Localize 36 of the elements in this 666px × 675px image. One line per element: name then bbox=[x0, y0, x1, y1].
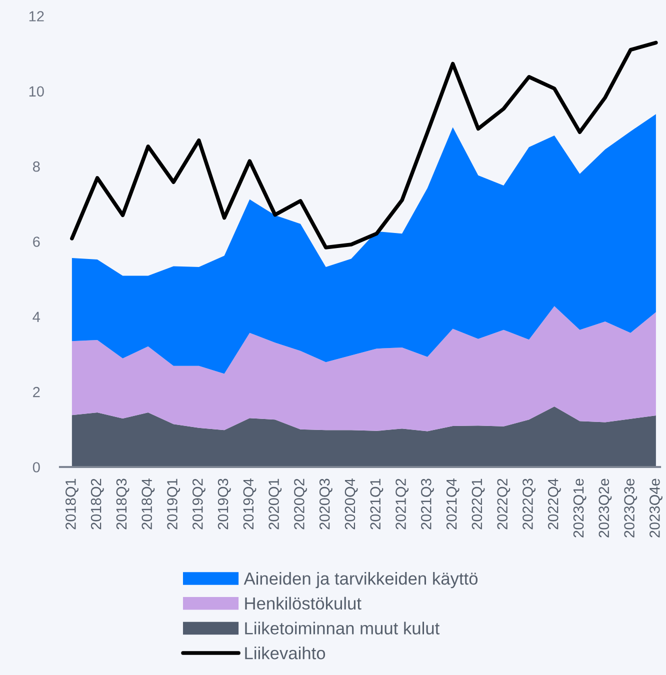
legend-label: Henkilöstökulut bbox=[245, 596, 362, 610]
y-tick-label: 6 bbox=[33, 236, 40, 247]
legend-label: Aineiden ja tarvikkeiden käyttö bbox=[244, 572, 478, 588]
x-tick-label: 2021Q2 bbox=[396, 478, 409, 530]
x-tick-label: 2020Q4 bbox=[344, 478, 358, 530]
x-tick-label: 2022Q1 bbox=[472, 478, 485, 530]
legend-label: Liikevaihto bbox=[245, 646, 326, 660]
y-tick-label: 10 bbox=[29, 86, 44, 97]
x-tick-label: 2021Q1 bbox=[370, 478, 384, 530]
x-tick-label: 2023Q1e bbox=[573, 478, 586, 538]
x-tick-label: 2018Q4 bbox=[142, 478, 155, 530]
x-tick-label: 2019Q2 bbox=[192, 478, 206, 530]
x-tick-label: 2022Q4 bbox=[548, 478, 561, 530]
x-tick-label: 2022Q3 bbox=[522, 478, 536, 530]
x-tick-label: 2023Q2e bbox=[598, 478, 612, 538]
x-tick-label: 2020Q2 bbox=[294, 478, 307, 530]
x-tick-label: 2022Q2 bbox=[497, 478, 510, 530]
x-tick-label: 2023Q3e bbox=[624, 478, 638, 538]
y-tick-label: 8 bbox=[32, 161, 40, 172]
y-tick-label: 0 bbox=[32, 462, 40, 472]
line-series bbox=[70, 40, 658, 250]
x-tick-label: 2020Q3 bbox=[319, 478, 332, 530]
x-tick-label: 2021Q4 bbox=[446, 478, 460, 530]
y-tick-label: 12 bbox=[29, 11, 44, 22]
y-tick-label: 2 bbox=[33, 386, 40, 398]
x-tick-label: 2021Q3 bbox=[421, 478, 434, 530]
y-tick-label: 4 bbox=[32, 312, 40, 322]
x-tick-label: 2018Q2 bbox=[90, 478, 104, 530]
x-tick-label: 2020Q1 bbox=[268, 478, 282, 530]
x-tick-label: 2019Q1 bbox=[167, 478, 180, 530]
x-tick-label: 2019Q3 bbox=[218, 478, 231, 530]
x-tick-label: 2018Q1 bbox=[66, 478, 78, 530]
x-tick-label: 2019Q4 bbox=[243, 478, 256, 530]
x-tick-label: 2018Q3 bbox=[116, 478, 130, 530]
x-tick-label: 2023Q4e bbox=[650, 478, 662, 538]
legend-label: Liiketoiminnan muut kulut bbox=[245, 622, 440, 634]
